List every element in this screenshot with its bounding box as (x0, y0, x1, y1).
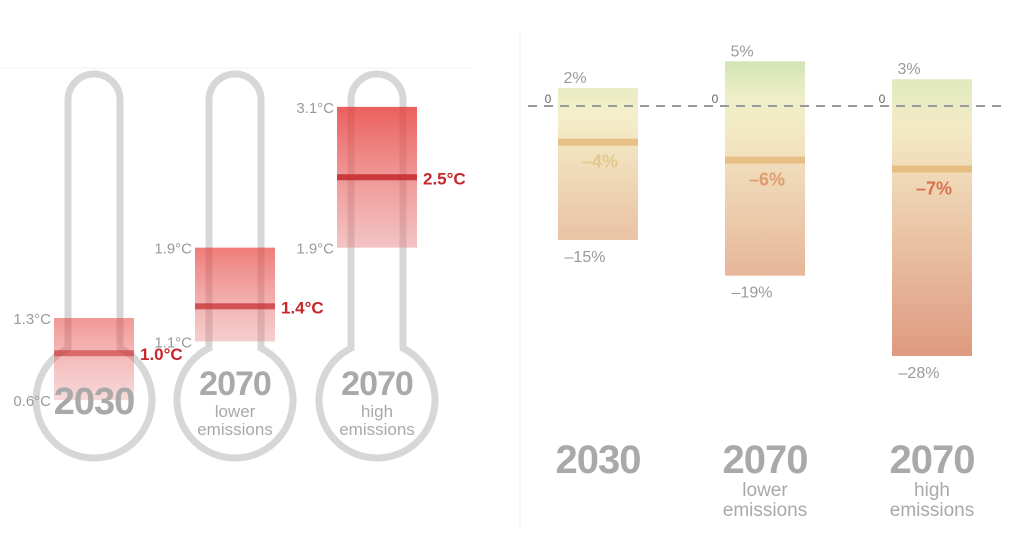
mid-label: 1.0°C (140, 345, 183, 364)
range-bar (725, 61, 805, 276)
mid-label: –6% (749, 170, 785, 190)
low-label: 1.1°C (154, 334, 192, 351)
mid-line (337, 174, 417, 181)
range-bar (195, 247, 275, 342)
mid-label: 1.4°C (281, 298, 324, 317)
scenario-label-emissions: emissions (197, 420, 273, 439)
scenario-label-lower: lower (742, 480, 788, 501)
thermometer-outline (315, 70, 439, 462)
low-label: –15% (565, 249, 606, 266)
high-label: 1.3°C (13, 311, 51, 328)
high-label: 3.1°C (296, 100, 334, 117)
year-label: 2030 (54, 381, 135, 423)
mid-label: –4% (582, 152, 618, 172)
scenario-label-emissions: emissions (339, 420, 415, 439)
mid-label: 2.5°C (423, 169, 466, 188)
year-label: 2070 (723, 438, 808, 482)
change-bar-group-1: 2% –15% –4% 0 2030 (545, 70, 642, 482)
zero-label: 0 (879, 92, 886, 106)
range-bar (54, 318, 134, 401)
zero-label: 0 (712, 92, 719, 106)
mid-line (54, 350, 134, 357)
temperature-panel: 1.3°C0.6°C1.0°C20301.9°C1.1°C1.4°C2070lo… (13, 70, 466, 462)
scenario-label-emissions: emissions (723, 500, 807, 521)
year-label: 2070 (199, 365, 271, 403)
high-label: 1.9°C (154, 241, 192, 258)
mid-line (558, 138, 638, 146)
range-bar (892, 79, 972, 357)
low-label: –28% (899, 365, 940, 382)
mid-line (195, 303, 275, 310)
range-bar (558, 88, 638, 240)
high-label: 5% (730, 43, 753, 60)
year-label: 2070 (341, 365, 413, 403)
thermometer-1: 1.3°C 0.6°C 1.0°C 2030 (13, 70, 183, 462)
high-label: 2% (563, 70, 586, 87)
year-label: 2070 (890, 438, 975, 482)
scenario-label-high: high (914, 480, 950, 501)
mid-line (892, 165, 972, 173)
zero-label: 0 (545, 92, 552, 106)
low-label: 0.6°C (13, 393, 51, 410)
scenario-label-high: high (361, 402, 393, 421)
scenario-label-lower: lower (215, 402, 256, 421)
change-panel: 2%–15%–4%020305%–19%–6%02070loweremissio… (528, 43, 1005, 521)
high-label: 3% (897, 61, 920, 78)
mid-label: –7% (916, 179, 952, 199)
scenario-label-emissions: emissions (890, 500, 974, 521)
mid-line (725, 156, 805, 164)
low-label: 1.9°C (296, 241, 334, 258)
low-label: –19% (732, 285, 773, 302)
year-label: 2030 (556, 438, 641, 482)
